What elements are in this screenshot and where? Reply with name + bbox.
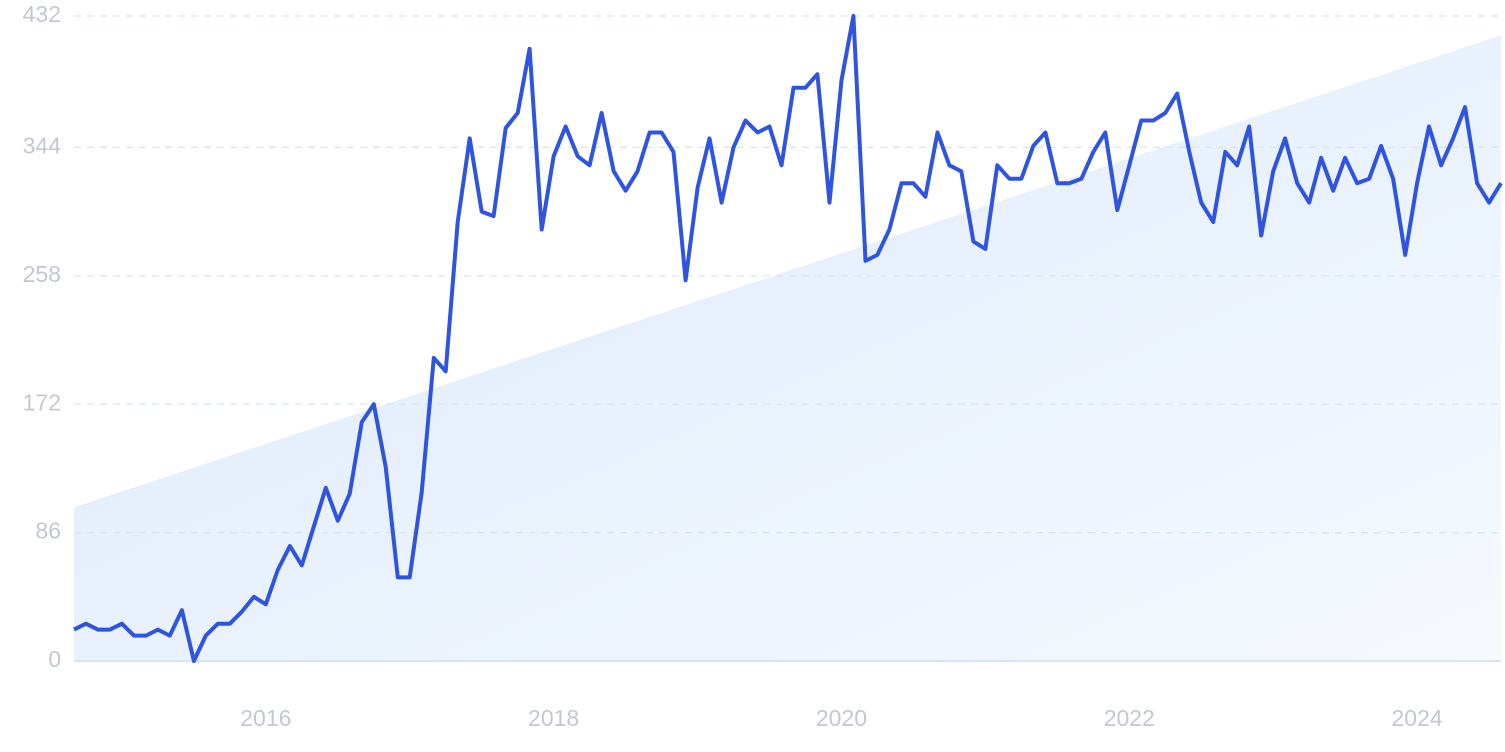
y-tick-label: 432 — [23, 1, 61, 27]
y-tick-label: 258 — [23, 261, 61, 287]
x-tick-label: 2024 — [1392, 705, 1443, 731]
y-tick-label: 0 — [48, 646, 61, 672]
x-tick-label: 2016 — [240, 705, 291, 731]
trend-line — [73, 14, 1503, 663]
x-tick-label: 2022 — [1104, 705, 1155, 731]
y-tick-label: 86 — [35, 518, 61, 544]
trend-area — [74, 35, 1501, 661]
y-tick-label: 344 — [23, 132, 62, 158]
x-tick-label: 2020 — [816, 705, 867, 731]
y-tick-label: 172 — [23, 389, 61, 415]
x-tick-label: 2018 — [528, 705, 579, 731]
